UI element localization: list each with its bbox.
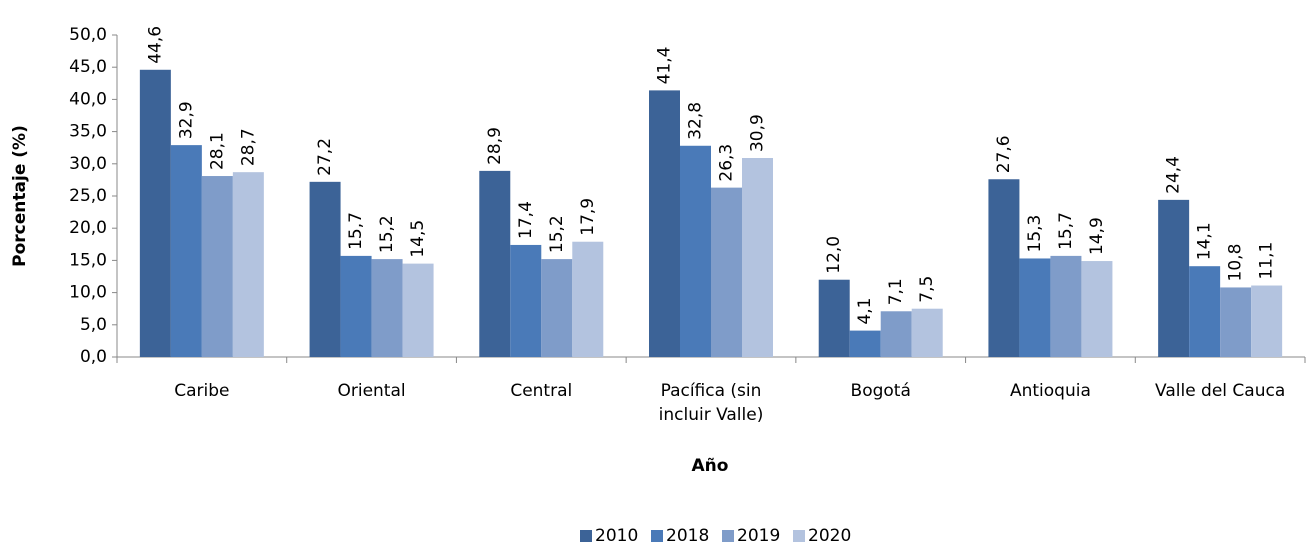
bar: [232, 172, 264, 357]
value-label: 17,9: [578, 198, 598, 236]
x-tick-label: Central: [510, 381, 573, 401]
legend-label: 2018: [666, 526, 709, 545]
bar: [988, 179, 1020, 357]
value-label: 30,9: [748, 114, 768, 152]
value-label: 14,9: [1087, 217, 1107, 255]
bar: [911, 308, 943, 357]
bar: [572, 241, 604, 357]
value-label: 15,7: [1056, 212, 1076, 250]
y-tick-label: 45,0: [69, 57, 107, 77]
value-label: 15,2: [377, 215, 397, 253]
y-tick-label: 20,0: [69, 218, 107, 238]
y-tick-label: 35,0: [69, 122, 107, 142]
bar: [818, 279, 850, 357]
bar: [1189, 266, 1221, 357]
legend-swatch: [793, 530, 805, 542]
value-label: 15,7: [346, 212, 366, 250]
bar: [402, 263, 434, 357]
x-tick-label: Oriental: [337, 381, 406, 401]
bar: [680, 145, 711, 357]
value-label: 27,6: [994, 135, 1014, 173]
y-tick-label: 0,0: [80, 347, 107, 367]
bar: [170, 145, 202, 357]
y-axis-title: Porcentaje (%): [10, 125, 30, 267]
value-label: 24,4: [1164, 156, 1184, 194]
bar: [201, 176, 233, 357]
y-tick-label: 10,0: [69, 283, 107, 303]
value-label: 4,1: [855, 298, 875, 325]
bar: [541, 259, 573, 357]
legend-label: 2010: [595, 526, 638, 545]
bar: [1220, 287, 1252, 357]
x-tick-label: Valle del Cauca: [1155, 381, 1286, 401]
value-label: 15,3: [1025, 215, 1045, 253]
bar: [1019, 258, 1051, 357]
value-label: 28,9: [485, 127, 505, 165]
x-tick-label: Pacífica (sin incluir Valle): [658, 381, 764, 425]
bar: [1158, 199, 1190, 357]
x-tick-label: Antioquia: [1009, 381, 1091, 401]
value-label: 32,8: [686, 102, 706, 140]
y-tick-label: 30,0: [69, 154, 107, 174]
bar: [1251, 285, 1283, 357]
bar: [880, 311, 912, 357]
value-label: 7,5: [917, 276, 937, 303]
bar: [479, 170, 511, 357]
value-label: 14,5: [408, 220, 428, 258]
value-label: 28,7: [238, 128, 258, 166]
bar: [340, 255, 372, 357]
bar: [510, 244, 542, 357]
legend-label: 2020: [808, 526, 851, 545]
value-label: 44,6: [145, 26, 165, 64]
value-label: 11,1: [1257, 242, 1277, 280]
y-tick-label: 25,0: [69, 186, 107, 206]
value-label: 17,4: [516, 201, 536, 239]
bar: [371, 259, 403, 357]
value-label: 14,1: [1195, 222, 1215, 260]
bar: [711, 187, 742, 357]
value-label: 26,3: [717, 144, 737, 182]
value-label: 32,9: [176, 101, 196, 139]
bar: [139, 69, 171, 357]
value-label: 7,1: [886, 278, 906, 305]
legend-label: 2019: [737, 526, 780, 545]
legend-swatch: [651, 530, 663, 542]
value-label: 10,8: [1226, 244, 1246, 282]
bar: [1081, 261, 1113, 357]
bar: [1050, 255, 1082, 357]
value-label: 27,2: [315, 138, 335, 176]
y-tick-label: 40,0: [69, 89, 107, 109]
value-label: 12,0: [824, 236, 844, 274]
value-label: 41,4: [655, 47, 675, 85]
x-tick-label: Caribe: [174, 381, 230, 401]
bar: [742, 158, 773, 357]
y-tick-label: 5,0: [80, 315, 107, 335]
y-tick-label: 50,0: [69, 25, 107, 45]
bar: [649, 90, 680, 357]
value-label: 15,2: [547, 215, 567, 253]
legend-swatch: [722, 530, 734, 542]
bar: [849, 330, 881, 357]
y-tick-label: 15,0: [69, 250, 107, 270]
x-tick-label: Bogotá: [850, 381, 911, 401]
x-axis-title: Año: [692, 456, 729, 476]
legend-swatch: [580, 530, 592, 542]
value-label: 28,1: [207, 132, 227, 170]
bar: [309, 181, 341, 357]
